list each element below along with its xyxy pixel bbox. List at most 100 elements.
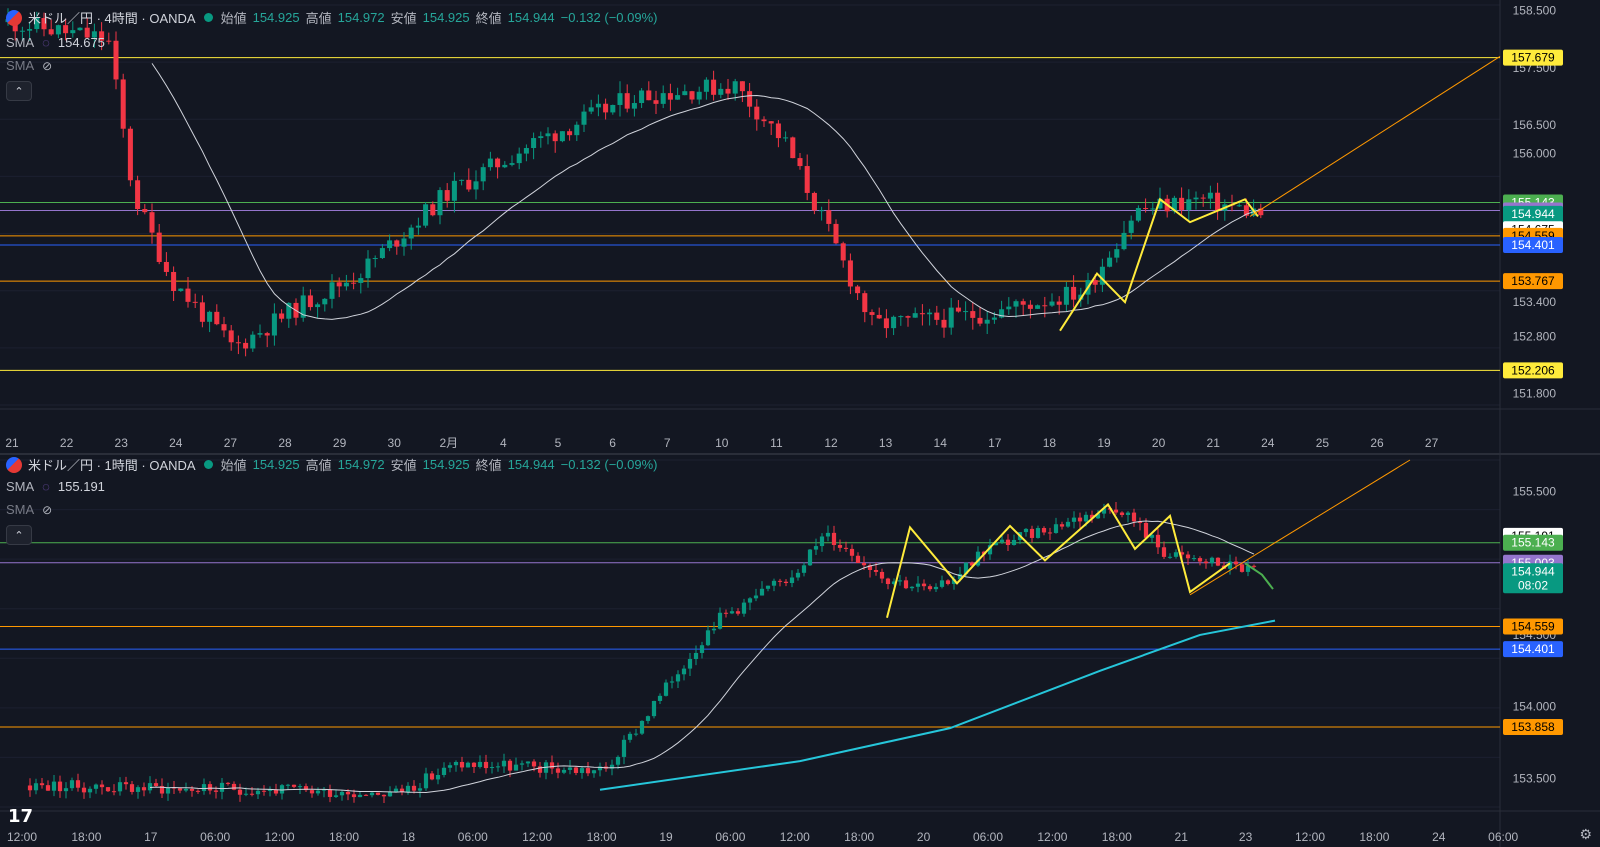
candle-body [963, 562, 969, 574]
eye-off-icon[interactable]: ⊘ [42, 502, 53, 517]
candle-body [1239, 564, 1245, 572]
countdown-label: 08:02 [1518, 578, 1548, 592]
gear-icon[interactable]: ⚙ [1579, 826, 1592, 842]
candle-body [939, 580, 945, 587]
candle-body [1137, 521, 1143, 523]
candle-body [667, 93, 673, 100]
eye-off-icon[interactable]: ⊘ [42, 58, 53, 73]
candle-body [171, 271, 177, 291]
open-value: 154.925 [252, 457, 300, 472]
candle-body [237, 789, 243, 795]
candle-body [369, 792, 375, 796]
candle-body [783, 137, 789, 139]
candle-body [343, 282, 349, 287]
candle-body [747, 598, 753, 603]
chart-4h-canvas[interactable]: 21 22 23 24 27 28 29 30 2月 4 5 6 7 10 11 12 13 14 17 18 19 20… [0, 0, 1600, 453]
candle-body [48, 29, 54, 35]
candle-body [41, 18, 47, 30]
candle-body [113, 40, 119, 80]
chart-pane-1h[interactable]: 12:00 18:00 17 06:00 12:00 18:00 18 06:00 12:00 1… [0, 455, 1600, 847]
price-tag-label: 154.944 [1511, 207, 1555, 221]
sma-legend-1[interactable]: SMA ◌ 155.191 [6, 479, 105, 494]
sma-name: SMA [6, 35, 35, 50]
candle-body [178, 288, 184, 291]
symbol-title[interactable]: 米ドル／円 · 1時間 · OANDA [28, 458, 196, 473]
candle-body [393, 788, 399, 792]
candle-body [516, 153, 522, 164]
candle-body [142, 209, 148, 213]
collapse-legend-button[interactable]: ⌃ [6, 81, 32, 101]
sma-name: SMA [6, 58, 35, 73]
candle-body [741, 602, 747, 614]
price-tag-label: 153.767 [1511, 274, 1555, 288]
candle-body [919, 313, 925, 315]
candle-body [300, 295, 306, 318]
candle-body [495, 766, 501, 768]
candle-body [255, 790, 261, 795]
candle-body [309, 790, 315, 794]
symbol-title[interactable]: 米ドル／円 · 4時間 · OANDA [28, 11, 196, 26]
time-axis-label: 18:00 [844, 830, 874, 844]
candle-body [219, 782, 225, 792]
price-axis-label: 151.800 [1513, 387, 1557, 401]
candle-body [984, 319, 990, 324]
candle-body [1092, 280, 1098, 285]
time-axis-label: 21 [1207, 436, 1221, 450]
candle-body [1186, 199, 1192, 210]
candle-body [1099, 266, 1105, 285]
candle-body [1143, 522, 1149, 538]
time-axis-label: 29 [333, 436, 347, 450]
candle-body [199, 302, 205, 322]
time-axis-label: 26 [1370, 436, 1384, 450]
collapse-legend-button[interactable]: ⌃ [6, 525, 32, 545]
candle-body [993, 542, 999, 546]
time-axis-label: 20 [1152, 436, 1166, 450]
candle-body [1171, 197, 1177, 212]
candle-body [879, 571, 885, 579]
candle-body [99, 784, 105, 788]
candle-body [1023, 528, 1029, 533]
candle-body [693, 652, 699, 659]
candle-body [653, 100, 659, 104]
candle-body [909, 586, 915, 589]
candle-body [221, 324, 227, 331]
sma-line [151, 63, 1261, 320]
candle-body [725, 88, 731, 94]
sma-legend-2[interactable]: SMA ⊘ [6, 58, 52, 73]
candle-body [430, 204, 436, 216]
candle-body [1155, 534, 1161, 548]
candle-body [322, 298, 328, 305]
candle-body [825, 532, 831, 537]
candle-body [837, 545, 843, 548]
price-tag [1503, 563, 1563, 594]
chart-pane-4h[interactable]: 21 22 23 24 27 28 29 30 2月 4 5 6 7 10 11 12 13 14 17 18 19 20… [0, 0, 1600, 453]
candle-body [855, 555, 861, 563]
candle-body [591, 770, 597, 774]
candle-body [147, 783, 153, 791]
candle-body [444, 190, 450, 201]
candle-body [903, 580, 909, 589]
candle-body [768, 121, 774, 124]
candle-body [595, 103, 601, 108]
tradingview-logo[interactable]: 𝟭𝟳 [8, 806, 34, 827]
candle-body [207, 311, 213, 322]
candle-body [243, 793, 249, 795]
candle-body [867, 565, 873, 571]
candle-body [717, 612, 723, 629]
sma-legend-1[interactable]: SMA ◌ 154.675 [6, 35, 105, 50]
candle-body [1101, 508, 1107, 514]
candle-body [261, 790, 267, 792]
candle-body [790, 137, 796, 159]
candle-body [1161, 547, 1167, 557]
candle-body [411, 785, 417, 791]
candle-body [1119, 512, 1125, 515]
candle-body [149, 212, 155, 233]
candle-body [91, 31, 97, 38]
candle-body [423, 204, 429, 226]
legend-4h: 米ドル／円 · 4時間 · OANDA 始値 154.925 高値 154.972 … [6, 8, 658, 27]
sma-legend-2[interactable]: SMA ⊘ [6, 502, 52, 517]
pane-separator[interactable] [0, 453, 1600, 455]
candle-body [646, 90, 652, 101]
candle-body [789, 577, 795, 584]
chart-1h-canvas[interactable]: 12:00 18:00 17 06:00 12:00 18:00 18 06:00 12:00 1… [0, 455, 1600, 847]
